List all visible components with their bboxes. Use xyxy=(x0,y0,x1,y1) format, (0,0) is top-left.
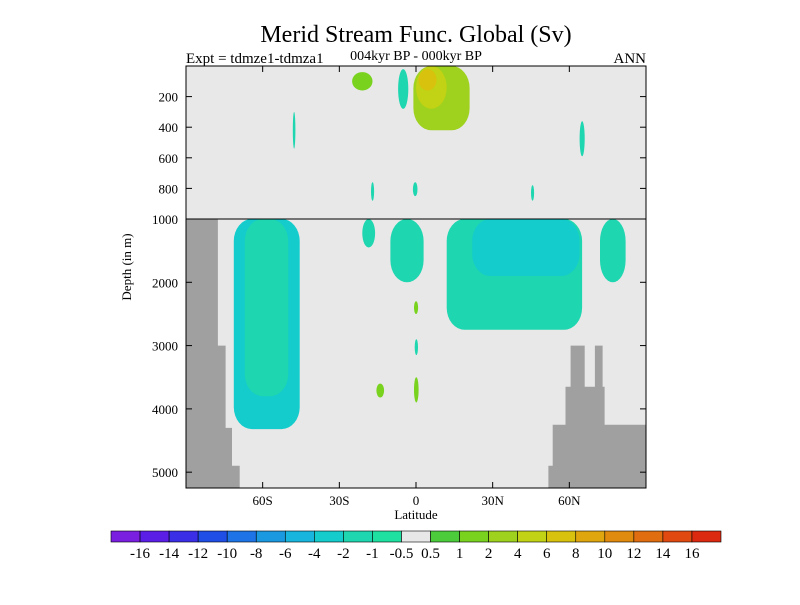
colorbar-swatch xyxy=(488,530,518,543)
contour-region xyxy=(418,69,437,91)
y-tick-label-upper: 400 xyxy=(159,120,179,135)
colorbar-label: 16 xyxy=(685,546,701,562)
upper-panel-plot xyxy=(186,66,646,219)
contour-region xyxy=(414,339,418,356)
colorbar-swatch xyxy=(139,530,170,543)
contour-region xyxy=(472,219,580,276)
colorbar-label: -10 xyxy=(217,546,237,562)
x-tick-label: 60N xyxy=(558,493,581,508)
colorbar-label: -6 xyxy=(279,546,292,562)
colorbar-swatch xyxy=(459,530,489,543)
colorbar-swatch xyxy=(284,530,315,543)
colorbar-swatch xyxy=(372,530,402,543)
experiment-label: Expt = tdmze1-tdmza1 xyxy=(186,51,324,67)
contour-region xyxy=(352,72,373,91)
contour-region xyxy=(398,69,409,109)
colorbar-swatch xyxy=(197,530,228,543)
colorbar-label: 1 xyxy=(456,546,464,562)
period-label: 004kyr BP - 000kyr BP xyxy=(350,49,482,64)
y-axis-label: Depth (in m) xyxy=(119,233,134,300)
lower-panel-plot xyxy=(186,219,646,488)
colorbar-swatch xyxy=(517,530,548,543)
colorbar-label: 4 xyxy=(514,546,522,562)
colorbar-swatch xyxy=(633,530,664,543)
colorbar-label: 6 xyxy=(543,546,551,562)
y-tick-label-upper: 1000 xyxy=(152,212,178,227)
colorbar-swatch xyxy=(343,530,373,543)
colorbar-label: -1 xyxy=(366,546,379,562)
contour-region xyxy=(244,219,289,397)
contour-region xyxy=(412,182,418,197)
x-tick-label: 60S xyxy=(253,493,273,508)
colorbar-label: 2 xyxy=(485,546,493,562)
y-tick-label-lower: 2000 xyxy=(152,275,178,290)
colorbar-swatch xyxy=(226,530,257,543)
chart-title: Merid Stream Func. Global (Sv) xyxy=(260,22,571,48)
bathymetry-north xyxy=(548,345,646,488)
colorbar-label: -2 xyxy=(337,546,350,562)
colorbar-label: 14 xyxy=(655,546,671,562)
colorbar-swatch xyxy=(401,530,431,543)
contour-region xyxy=(531,185,535,201)
contour-region xyxy=(362,219,376,248)
x-tick-label: 0 xyxy=(413,493,420,508)
colorbar-label: -16 xyxy=(130,546,150,562)
colorbar: -16 -14 -12 -10 -8 -6 -4 -2 -1 -0.5 0.5 1 2 4 6 8 10 12 14… xyxy=(110,530,722,562)
y-tick-label-upper: 800 xyxy=(159,181,179,196)
y-tick-label-lower: 3000 xyxy=(152,339,178,354)
y-tick-label-upper: 200 xyxy=(159,90,179,105)
colorbar-swatch xyxy=(691,530,722,543)
colorbar-swatch xyxy=(168,530,199,543)
bathymetry-south xyxy=(186,219,240,488)
contour-region xyxy=(371,182,375,201)
contour-region xyxy=(376,383,385,398)
contour-region xyxy=(390,219,424,283)
colorbar-label: -4 xyxy=(308,546,321,562)
colorbar-swatch xyxy=(314,530,344,543)
x-tick-label: 30S xyxy=(329,493,349,508)
colorbar-swatch xyxy=(430,530,460,543)
colorbar-swatch xyxy=(546,530,577,543)
contour-region xyxy=(292,111,296,149)
y-tick-label-upper: 600 xyxy=(159,151,179,166)
colorbar-label: 0.5 xyxy=(421,546,440,562)
colorbar-swatch xyxy=(604,530,635,543)
contour-region xyxy=(579,121,585,157)
x-tick-label: 30N xyxy=(481,493,504,508)
contour-region xyxy=(414,301,419,314)
colorbar-label: -8 xyxy=(250,546,263,562)
y-tick-label-lower: 5000 xyxy=(152,465,178,480)
colorbar-label: 12 xyxy=(626,546,641,562)
contour-region xyxy=(600,219,626,283)
colorbar-label: 8 xyxy=(572,546,580,562)
axes-group: 60S 30S 0 30N 60N 200 400 600 800 1000 2000 3000 400… xyxy=(152,65,647,508)
colorbar-label: -14 xyxy=(159,546,179,562)
colorbar-swatch xyxy=(575,530,606,543)
colorbar-swatch xyxy=(110,530,141,543)
contour-region xyxy=(414,377,419,403)
colorbar-label: -0.5 xyxy=(390,546,414,562)
colorbar-swatch xyxy=(255,530,286,543)
x-axis-label: Latitude xyxy=(394,507,438,522)
colorbar-label: -12 xyxy=(188,546,208,562)
colorbar-swatch xyxy=(662,530,693,543)
season-label: ANN xyxy=(614,51,647,67)
y-tick-label-lower: 4000 xyxy=(152,402,178,417)
colorbar-label: 10 xyxy=(597,546,612,562)
